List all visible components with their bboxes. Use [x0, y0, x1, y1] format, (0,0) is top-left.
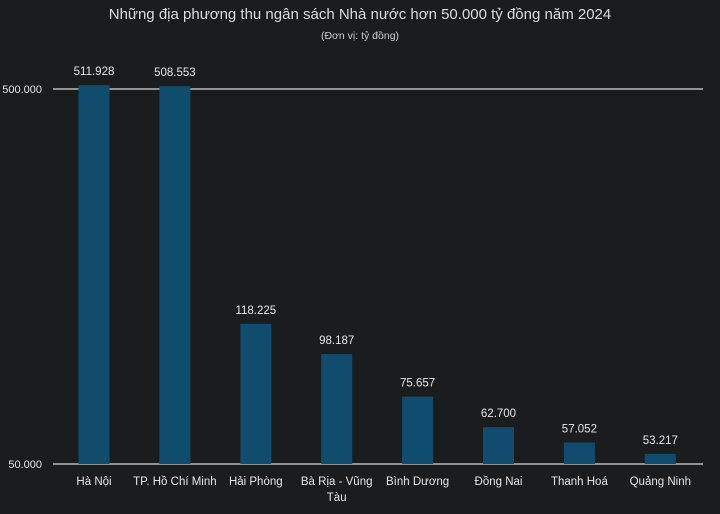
bar — [321, 354, 353, 464]
chart-subtitle: (Đơn vị: tỷ đồng) — [320, 30, 400, 42]
x-tick-label: Đồng Nai — [475, 476, 523, 488]
y-tick-label: 50.000 — [8, 459, 42, 471]
x-tick-label: Hà Nội — [76, 476, 111, 488]
data-label: 508.553 — [154, 67, 196, 79]
bar — [563, 442, 595, 464]
bar — [78, 85, 110, 464]
x-tick-label: Thanh Hoá — [551, 476, 609, 488]
x-tick-label: Bình Dương — [386, 476, 449, 488]
y-tick-label: 500.000 — [2, 84, 42, 96]
x-tick-label: Quảng Ninh — [630, 476, 691, 488]
data-label: 62.700 — [481, 408, 516, 420]
data-label: 98.187 — [319, 335, 354, 347]
x-tick-label: TP. Hồ Chí Minh — [133, 476, 217, 488]
x-tick-label: Hải Phòng — [229, 476, 283, 488]
bar — [159, 86, 191, 464]
bar — [483, 427, 514, 464]
data-label: 118.225 — [235, 305, 276, 317]
data-label: 75.657 — [400, 378, 435, 390]
data-label: 511.928 — [74, 66, 115, 78]
x-tick-label: Bà Rịa - Vũng Tàu — [301, 476, 373, 504]
chart-title: Những địa phương thu ngân sách Nhà nước … — [108, 6, 612, 23]
data-label: 57.052 — [562, 424, 597, 436]
data-label: 53.217 — [643, 435, 678, 447]
bar — [402, 396, 434, 464]
bar — [644, 453, 676, 464]
bar — [240, 323, 272, 464]
